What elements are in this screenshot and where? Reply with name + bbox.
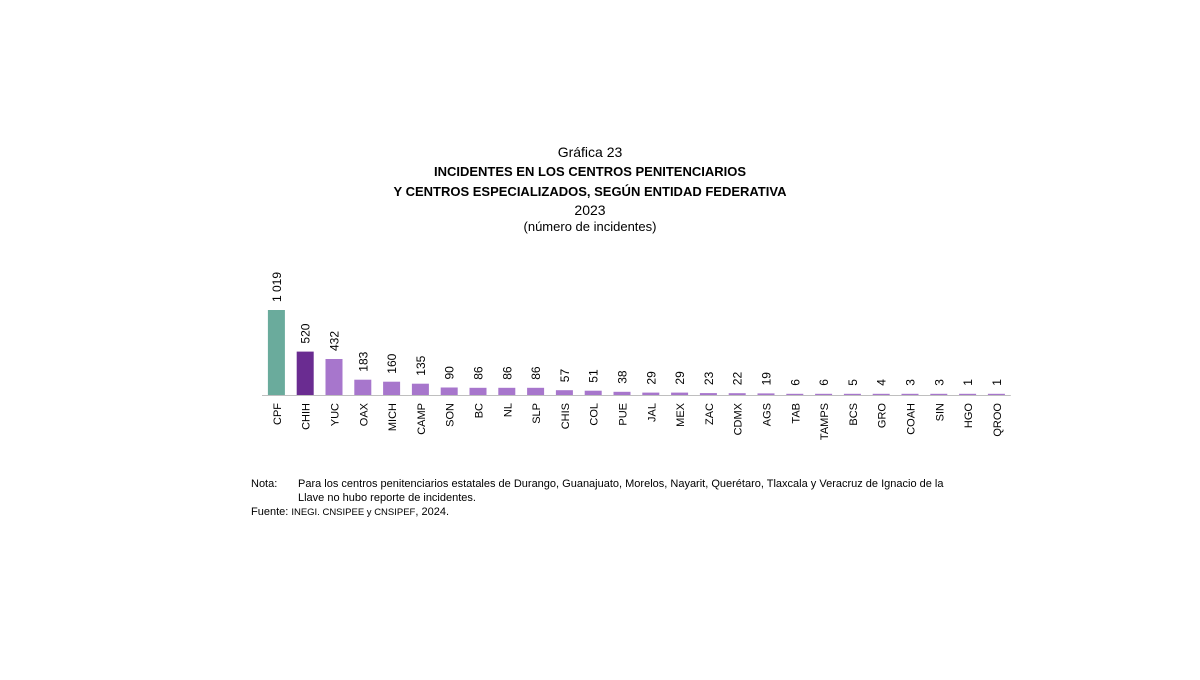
bar-son [440, 387, 458, 395]
value-label: 1 [990, 379, 1004, 386]
source-text-small: INEGI. CNSIPEE y CNSIPEF [291, 507, 416, 518]
bar-chis [555, 390, 573, 395]
value-label: 29 [673, 371, 687, 385]
bar-col [584, 390, 602, 395]
value-label: 29 [644, 371, 658, 385]
category-label: CHIS [560, 403, 572, 429]
category-label: CHIH [301, 403, 313, 430]
category-label: CAMP [416, 403, 428, 435]
value-label: 19 [760, 372, 774, 386]
category-label: MEX [675, 402, 687, 427]
category-label: SON [445, 403, 457, 427]
value-label: 432 [328, 331, 342, 351]
category-label: SIN [934, 403, 946, 421]
value-label: 520 [299, 323, 313, 343]
value-label: 5 [846, 379, 860, 386]
category-label: PUE [618, 403, 630, 426]
value-label: 57 [558, 369, 572, 383]
value-label: 3 [904, 379, 918, 386]
value-label: 86 [500, 366, 514, 380]
bar-gro [872, 393, 890, 395]
bar-chih [296, 351, 314, 395]
category-label: COAH [906, 403, 918, 435]
chart-title-line2: Y CENTROS ESPECIALIZADOS, SEGÚN ENTIDAD … [393, 184, 787, 199]
category-label: GRO [877, 403, 889, 429]
bar-mich [383, 381, 401, 395]
value-label: 90 [443, 366, 457, 380]
bar-cdmx [728, 393, 746, 395]
category-label: JAL [646, 403, 658, 422]
bar-cpf [267, 310, 285, 395]
category-label: HGO [963, 403, 975, 429]
bar-slp [527, 387, 545, 395]
note: Nota: Para los centros penitenciarios es… [251, 477, 971, 505]
value-label: 22 [731, 372, 745, 386]
category-label: ZAC [704, 403, 716, 425]
category-label: NL [502, 403, 514, 417]
category-label: CPF [272, 403, 284, 425]
bar-zac [699, 393, 717, 395]
category-label: QROO [992, 403, 1004, 437]
value-label: 23 [702, 371, 716, 385]
note-label: Nota: [251, 478, 278, 490]
bar-yuc [325, 359, 343, 395]
value-label: 51 [587, 369, 601, 383]
value-label: 183 [356, 351, 370, 371]
value-label: 135 [414, 355, 428, 375]
bar-camp [411, 383, 429, 395]
bar-coah [901, 393, 919, 395]
category-label: BC [474, 403, 486, 418]
bar-nl [498, 387, 516, 395]
chart-year: 2023 [574, 202, 606, 218]
value-label: 160 [385, 353, 399, 373]
bar-jal [642, 392, 660, 395]
note-text: Para los centros penitenciarios estatale… [298, 478, 944, 504]
value-label: 38 [616, 370, 630, 384]
category-label: TAB [790, 403, 802, 424]
value-label: 86 [472, 366, 486, 380]
category-label: TAMPS [819, 403, 831, 440]
category-label: COL [589, 403, 601, 426]
bar-ags [757, 393, 775, 395]
bar-qroo [987, 393, 1005, 395]
category-label: SLP [531, 403, 543, 424]
chart-notes: Nota: Para los centros penitenciarios es… [251, 477, 971, 520]
bar-tab [786, 393, 804, 395]
chart-title-line1: INCIDENTES EN LOS CENTROS PENITENCIARIOS [433, 164, 747, 179]
bar-pue [613, 391, 631, 395]
bar-mex [671, 392, 689, 395]
source-label: Fuente: [251, 506, 289, 518]
value-label: 86 [529, 366, 543, 380]
category-label: MICH [387, 403, 399, 431]
value-label: 1 [961, 379, 975, 386]
value-label: 4 [875, 379, 889, 386]
source: Fuente: INEGI. CNSIPEE y CNSIPEF, 2024. [251, 505, 971, 520]
chart-number: Gráfica 23 [557, 144, 623, 160]
category-label: BCS [848, 403, 860, 426]
value-label: 3 [932, 379, 946, 386]
bar-bc [469, 387, 487, 395]
category-label: CDMX [733, 402, 745, 435]
bar-bcs [843, 393, 861, 395]
bar-hgo [959, 393, 977, 395]
category-label: AGS [762, 403, 774, 426]
source-text-rest: , 2024. [415, 506, 450, 518]
value-label: 1 019 [270, 272, 284, 302]
category-label: OAX [358, 402, 370, 426]
source-text: INEGI. CNSIPEE y CNSIPEF, 2024. [291, 505, 971, 520]
value-label: 6 [817, 379, 831, 386]
chart-titles: Gráfica 23 INCIDENTES EN LOS CENTROS PEN… [0, 143, 1180, 235]
value-label: 6 [788, 379, 802, 386]
bar-sin [930, 393, 948, 395]
bar-oax [354, 379, 372, 395]
chart-unit: (número de incidentes) [523, 219, 657, 234]
bar-tamps [815, 393, 833, 395]
category-label: YUC [330, 403, 342, 426]
